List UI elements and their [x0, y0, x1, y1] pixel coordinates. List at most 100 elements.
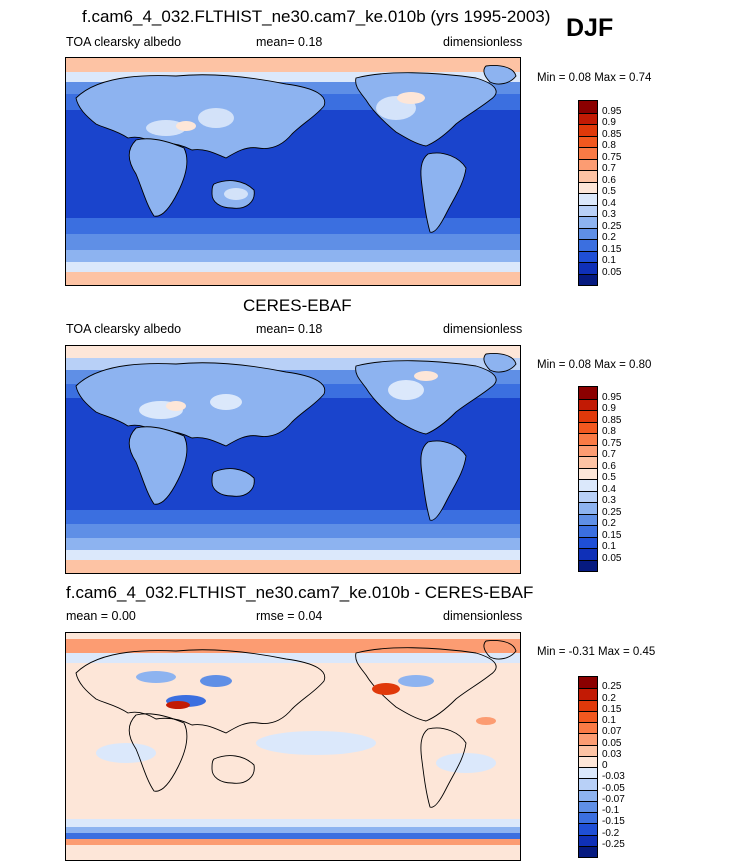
colorbar-swatch: [579, 239, 597, 251]
panel2-title: CERES-EBAF: [243, 296, 352, 315]
panel1-title: f.cam6_4_032.FLTHIST_ne30.cam7_ke.010b (…: [82, 7, 551, 26]
south-america-outline: [420, 727, 467, 808]
colorbar-swatch: [579, 444, 597, 456]
africa-outline: [128, 713, 188, 792]
colorbar-tick-label: 0.8: [602, 426, 616, 437]
colorbar-tick-label: 0.07: [602, 726, 622, 738]
colorbar-swatch: [579, 699, 597, 711]
colorbar-swatch: [579, 789, 597, 801]
colorbar-swatch: [579, 800, 597, 812]
colorbar-swatch: [579, 479, 597, 491]
panel1-minmax: Min = 0.08 Max = 0.74: [537, 72, 652, 84]
colorbar-swatch: [579, 778, 597, 790]
panel1-units-label: dimensionless: [443, 35, 523, 49]
colorbar-swatch: [579, 467, 597, 479]
colorbar-tick-label: -0.1: [602, 805, 620, 816]
colorbar-tick-label: 0.9: [602, 117, 616, 128]
eurasia-outline: [75, 362, 326, 447]
colorbar-swatch: [579, 387, 597, 399]
greenland-outline: [483, 353, 517, 373]
colorbar-tick-label: -0.15: [602, 816, 625, 828]
colorbar-tick-label: 0.75: [602, 151, 622, 163]
colorbar-swatch: [579, 525, 597, 537]
panel3-mean-label: mean = 0.00: [66, 609, 136, 623]
colorbar-swatch: [579, 677, 597, 689]
colorbar-swatch: [579, 536, 597, 548]
colorbar-tick-label: 0.2: [602, 692, 616, 704]
colorbar-tick-label: -0.25: [602, 838, 625, 850]
australia-outline: [211, 468, 255, 497]
colorbar-swatch: [579, 722, 597, 734]
colorbar-tick-label: 0.5: [602, 186, 616, 197]
colorbar-swatch: [579, 513, 597, 525]
colorbar-swatch: [579, 227, 597, 239]
colorbar-tick-label: -0.05: [602, 782, 625, 794]
colorbar-tick-label: 0.5: [602, 472, 616, 483]
colorbar-swatch: [579, 170, 597, 182]
north-america-outline: [355, 72, 497, 147]
colorbar-swatch: [579, 433, 597, 445]
colorbar-swatch: [579, 845, 597, 857]
panel3-title: f.cam6_4_032.FLTHIST_ne30.cam7_ke.010b -…: [66, 583, 534, 602]
colorbar-swatch: [579, 490, 597, 502]
colorbar-swatch: [579, 559, 597, 571]
panel1-mean-label: mean= 0.18: [256, 35, 323, 49]
panel2-map: [65, 345, 521, 574]
colorbar-tick-label: 0.7: [602, 163, 616, 174]
colorbar-tick-label: -0.2: [602, 827, 620, 839]
colorbar-tick-label: 0.25: [602, 681, 622, 693]
colorbar-swatch: [579, 733, 597, 745]
colorbar-swatch: [579, 421, 597, 433]
south-america-outline: [420, 440, 467, 521]
colorbar-tick-label: 0.1: [602, 255, 616, 266]
colorbar-swatch: [579, 204, 597, 216]
colorbar-tick-label: 0.1: [602, 715, 616, 726]
panel3-map: [65, 632, 521, 861]
colorbar-swatch: [579, 767, 597, 779]
colorbar-swatch: [579, 124, 597, 136]
colorbar-tick-label: 0.3: [602, 209, 616, 220]
colorbar-swatch: [579, 834, 597, 846]
panel2-units-label: dimensionless: [443, 322, 523, 336]
colorbar-swatch: [579, 135, 597, 147]
colorbar-swatch: [579, 755, 597, 767]
panel1-colorbar: [578, 100, 598, 286]
colorbar-tick-label: 0.15: [602, 243, 622, 255]
colorbar-tick-label: 0.9: [602, 403, 616, 414]
colorbar-tick-label: 0.7: [602, 449, 616, 460]
panel2-mean-label: mean= 0.18: [256, 322, 323, 336]
colorbar-tick-label: 0.95: [602, 105, 622, 117]
panel3-units-label: dimensionless: [443, 609, 523, 623]
colorbar-swatch: [579, 823, 597, 835]
colorbar-tick-label: 0.85: [602, 414, 622, 426]
colorbar-swatch: [579, 262, 597, 274]
colorbar-tick-label: 0.4: [602, 483, 616, 495]
colorbar-tick-label: 0.25: [602, 506, 622, 518]
colorbar-tick-label: 0.05: [602, 552, 622, 564]
panel2-left-label: TOA clearsky albedo: [66, 322, 182, 336]
colorbar-tick-label: 0.15: [602, 703, 622, 715]
eurasia-outline: [75, 649, 326, 734]
colorbar-swatch: [579, 410, 597, 422]
colorbar-swatch: [579, 216, 597, 228]
colorbar-swatch: [579, 181, 597, 193]
colorbar-tick-label: 0.75: [602, 437, 622, 449]
panel1-left-label: TOA clearsky albedo: [66, 35, 182, 49]
colorbar-swatch: [579, 193, 597, 205]
colorbar-tick-label: -0.07: [602, 793, 625, 805]
colorbar-tick-label: 0.6: [602, 460, 616, 472]
colorbar-swatch: [579, 812, 597, 824]
colorbar-tick-label: 0.85: [602, 128, 622, 140]
colorbar-swatch: [579, 744, 597, 756]
colorbar-tick-label: 0.3: [602, 495, 616, 506]
colorbar-tick-label: 0.4: [602, 197, 616, 209]
colorbar-swatch: [579, 548, 597, 560]
colorbar-swatch: [579, 101, 597, 113]
colorbar-tick-label: -0.03: [602, 771, 625, 783]
colorbar-tick-label: 0.15: [602, 529, 622, 541]
colorbar-tick-label: 0.25: [602, 220, 622, 232]
panel3-rmse-label: rmse = 0.04: [256, 609, 323, 623]
colorbar-swatch: [579, 688, 597, 700]
colorbar-tick-label: 0.95: [602, 391, 622, 403]
north-america-outline: [355, 647, 497, 722]
